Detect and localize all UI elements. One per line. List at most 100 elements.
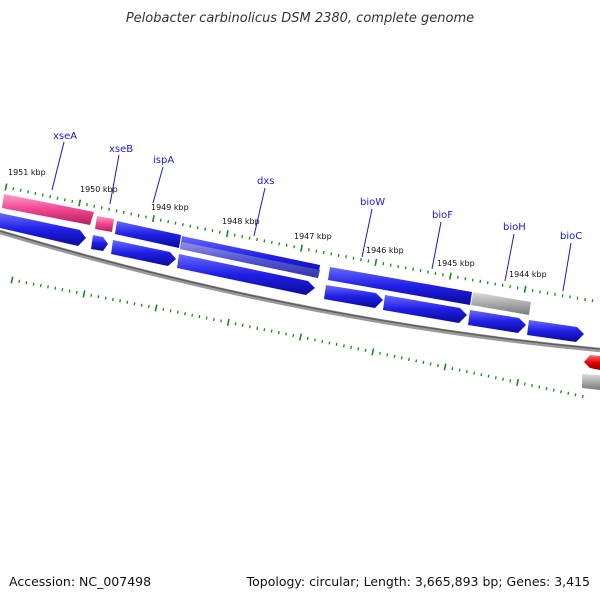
minor-tick — [145, 215, 147, 219]
kbp-label: 1945 kbp — [437, 259, 475, 268]
major-tick — [225, 230, 229, 238]
minor-tick — [256, 326, 259, 330]
minor-tick — [159, 218, 162, 222]
minor-tick — [487, 374, 490, 378]
gene-label-line — [361, 208, 373, 258]
minor-tick — [314, 338, 316, 342]
minor-tick — [115, 209, 118, 213]
minor-tick — [546, 291, 549, 295]
gene-label-line — [431, 221, 442, 270]
major-tick — [374, 258, 378, 266]
major-tick — [449, 272, 452, 280]
minor-tick — [285, 332, 288, 336]
minor-tick — [196, 226, 199, 230]
minor-tick — [458, 368, 461, 372]
kbp-label: 1949 kbp — [151, 203, 189, 212]
minor-tick — [277, 330, 280, 335]
minor-tick — [330, 252, 333, 256]
minor-tick — [345, 255, 348, 259]
minor-tick — [198, 314, 201, 319]
backbone-line — [0, 229, 600, 353]
major-tick — [151, 214, 155, 223]
minor-tick — [49, 195, 52, 199]
backbone-shadow — [0, 230, 600, 350]
minor-tick — [47, 285, 49, 289]
minor-tick — [486, 281, 489, 285]
gene-label-lines — [51, 141, 572, 292]
minor-tick — [133, 302, 136, 306]
minor-tick — [56, 196, 59, 200]
minor-tick — [560, 390, 562, 394]
minor-tick — [480, 373, 483, 377]
major-tick — [523, 285, 527, 293]
feature-track-reverse — [0, 213, 600, 390]
minor-tick — [93, 204, 96, 208]
minor-tick — [386, 353, 389, 357]
minor-tick — [61, 288, 64, 292]
minor-tick — [322, 250, 325, 255]
kbp-labels: 1951 kbp 1950 kbp 1949 kbp 1948 kbp 1947… — [8, 168, 547, 279]
minor-tick — [379, 351, 381, 355]
major-tick — [10, 276, 14, 284]
minor-tick — [54, 286, 57, 290]
gene-label-bioW: bioW — [360, 197, 385, 208]
minor-tick — [248, 325, 251, 329]
major-tick — [4, 183, 8, 191]
minor-tick — [205, 316, 208, 320]
major-tick — [300, 244, 303, 252]
minor-tick — [415, 359, 418, 363]
minor-tick — [422, 360, 425, 365]
minor-tick — [404, 266, 407, 270]
minor-tick — [174, 221, 177, 225]
minor-tick — [352, 256, 355, 260]
minor-tick — [436, 363, 439, 368]
minor-tick — [429, 362, 432, 366]
minor-tick — [233, 233, 236, 237]
minor-tick — [211, 229, 214, 233]
minor-tick — [328, 341, 331, 345]
gene-xseA-rna — [2, 194, 94, 225]
gene-dxs-overlay — [180, 242, 320, 278]
minor-tick — [552, 388, 555, 392]
gene-label-bioF: bioF — [432, 210, 453, 221]
gene-label-line — [562, 242, 572, 292]
minor-tick — [502, 377, 505, 381]
gene-labels: xseA xseB ispA dxs bioW bioF bioH bioC — [53, 131, 582, 242]
minor-tick — [315, 249, 318, 253]
minor-tick — [569, 295, 571, 299]
minor-tick — [104, 296, 107, 300]
minor-tick — [465, 369, 468, 374]
minor-tick — [360, 257, 362, 262]
minor-tick — [18, 279, 21, 283]
minor-tick — [90, 293, 93, 297]
minor-tick — [434, 271, 437, 275]
minor-tick — [263, 239, 266, 243]
minor-tick — [122, 210, 125, 215]
tick-track-outer — [4, 183, 594, 303]
gene-label-xseA: xseA — [53, 131, 77, 142]
minor-tick — [34, 191, 37, 196]
minor-tick — [407, 357, 410, 362]
minor-tick — [162, 307, 165, 312]
gene-dxs-rev-cds — [177, 254, 315, 295]
minor-tick — [531, 383, 533, 388]
gene-bioC-cds — [527, 320, 584, 342]
gene-label-line — [109, 154, 120, 205]
minor-tick — [337, 253, 340, 258]
gene-label-line — [51, 141, 65, 191]
minor-tick — [32, 282, 35, 286]
minor-tick — [494, 376, 497, 380]
minor-tick — [270, 240, 273, 245]
minor-tick — [256, 237, 258, 242]
minor-tick — [342, 344, 345, 348]
major-tick — [154, 304, 158, 312]
accession-text: Accession: NC_007498 — [9, 574, 151, 589]
kbp-label: 1946 kbp — [366, 246, 404, 255]
feature-track-forward — [2, 194, 531, 315]
minor-tick — [189, 224, 192, 228]
minor-tick — [169, 309, 172, 313]
gene-next-red — [584, 355, 600, 370]
gene-label-line — [253, 187, 266, 237]
major-tick — [78, 199, 82, 207]
minor-tick — [204, 227, 207, 231]
